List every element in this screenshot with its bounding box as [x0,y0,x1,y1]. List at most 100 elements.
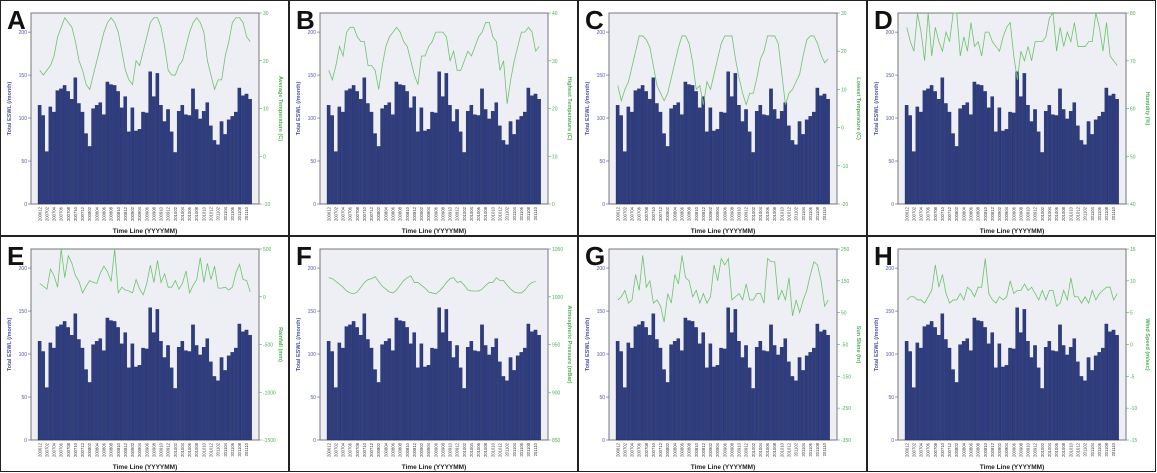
bar [1026,105,1030,205]
bar [683,317,688,441]
x-tick-label: 200806 [101,206,106,221]
y-axis-title: Total ESWL (/month) [874,82,880,136]
x-tick-label: 200808 [109,206,114,221]
bar [162,357,167,441]
bar [630,347,634,441]
x-tick-label: 200806 [679,442,684,457]
bar [944,103,948,205]
x-tick-label: 200612 [326,442,331,457]
x-tick-label: 201012 [1075,206,1080,221]
panel-letter: A [7,5,26,35]
y2-tick-label: 80 [1130,11,1136,17]
bar [922,90,927,205]
x-tick-label: 200612 [904,206,909,221]
bar [187,351,192,441]
bar [537,98,541,205]
x-tick-label: 201002 [462,442,467,457]
bar [362,77,367,205]
bar [915,342,920,441]
bar [658,111,663,205]
bar [640,321,645,441]
x-tick-label: 200802 [87,442,92,457]
bar [219,357,224,441]
bar [209,125,213,205]
bar [137,365,142,441]
bar [804,119,809,205]
bar [933,327,937,441]
y2-tick-label: 30 [841,11,847,17]
x-tick-label: 201102 [216,442,221,456]
x-tick-label: 201012 [1075,442,1080,457]
bar [387,338,392,441]
y2-axis-title: Atmospheric Pressure (mBar) [566,306,572,384]
x-tick-label: 200810 [116,206,121,221]
bar [644,327,648,441]
bar [462,388,466,441]
panel-letter: D [874,5,893,35]
y-tick-label: 100 [19,116,28,122]
bar [444,73,449,205]
y2-tick-label: 10 [841,87,847,93]
y2-tick-label: 70 [1130,59,1136,65]
bar [419,343,424,441]
x-tick-label: 201106 [1097,206,1102,220]
bar [426,129,431,205]
x-tick-label: 200804 [94,442,99,457]
bar [91,108,95,205]
x-tick-label: 200702 [911,206,916,221]
x-tick-label: 201006 [1054,206,1059,221]
bar [330,115,334,205]
bar [979,321,984,441]
y2-tick-label: 0 [263,295,266,301]
chart-panel-f: 0 50 100 150 200 850 900 950 1000 1050 200612 20070… [289,236,578,472]
bar [159,341,163,441]
bar [80,347,85,441]
y2-tick-label: 15 [1130,247,1136,253]
bar [769,324,773,441]
bar [455,109,459,205]
bar [1036,131,1041,205]
x-tick-label: 200706 [926,206,931,221]
y2-axis-title: Lowest Temperature (C) [855,77,861,140]
x-tick-label: 200702 [44,442,49,457]
y-tick-label: 0 [602,202,605,208]
x-tick-label: 200906 [1011,206,1016,221]
x-tick-label: 201110 [1111,206,1116,220]
bar [954,382,959,441]
bar [719,347,723,441]
x-tick-label: 200808 [109,442,114,457]
bar [919,111,923,205]
bar [622,387,627,441]
bar [423,366,427,441]
y2-tick-label: 30 [552,59,558,65]
bar [341,111,345,205]
y-tick-label: 100 [308,116,317,122]
x-tick-label: 201010 [779,442,784,457]
bar [662,133,666,205]
bar [637,324,641,441]
y2-tick-label: -1500 [263,438,276,444]
bar [787,361,791,441]
x-tick-label: 201104 [801,442,806,456]
x-tick-label: 200712 [369,442,374,457]
y2-tick-label: 40 [1130,202,1136,208]
bar [526,323,531,441]
bar [940,77,945,205]
x-tick-label: 200910 [1026,206,1031,221]
bar [1072,102,1077,205]
x-tick-label: 200710 [940,206,945,221]
bar [1079,376,1084,441]
bar [765,115,770,205]
x-tick-label: 200912 [166,206,171,221]
x-tick-label: 200806 [101,442,106,457]
bar [915,106,920,205]
x-tick-label: 201002 [751,206,756,221]
x-tick-label: 200708 [355,442,360,457]
bar [722,112,727,205]
x-tick-label: 200906 [433,442,438,457]
bar [465,111,470,205]
x-tick-label: 201004 [469,206,474,221]
bar [690,85,695,205]
bar [87,382,92,441]
bar [940,313,945,441]
